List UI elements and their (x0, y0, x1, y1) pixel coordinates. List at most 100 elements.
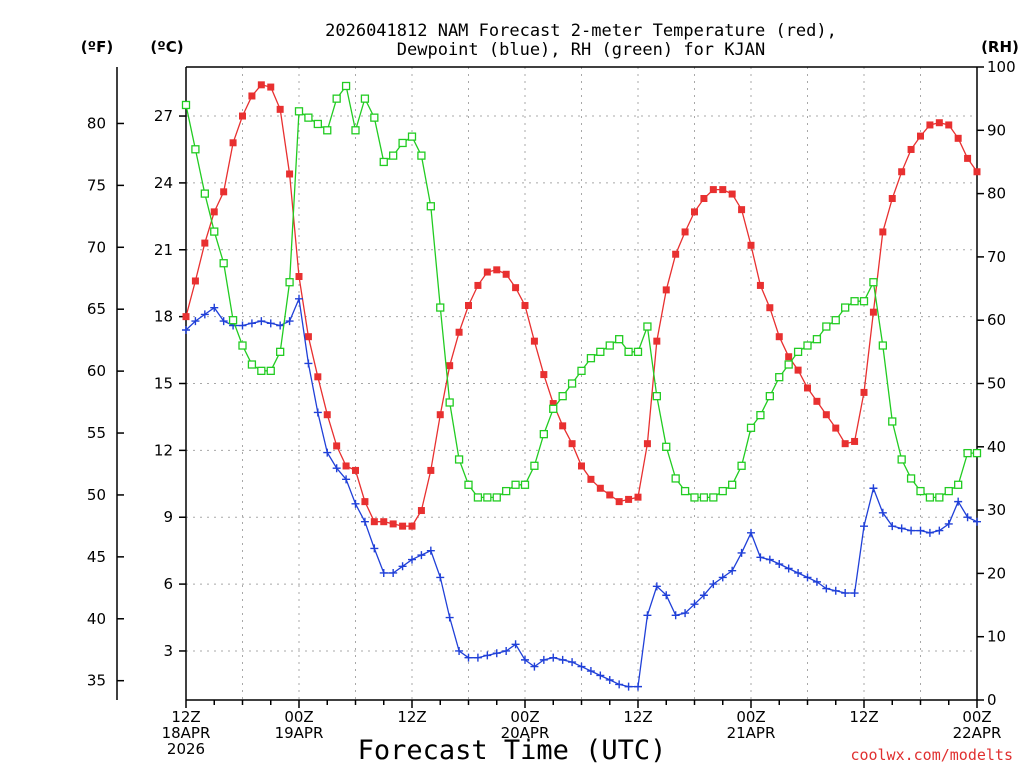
temperature-data-point (643, 440, 651, 448)
dewpoint-data-point (492, 649, 501, 658)
dewpoint-data-point (549, 653, 558, 662)
dewpoint-data-point (643, 611, 652, 620)
dewpoint-data-point (464, 653, 473, 662)
dewpoint-data-point (662, 591, 671, 600)
dewpoint-data-point (681, 609, 690, 618)
dewpoint-data-point (436, 573, 445, 582)
celsius-tick-label: 24 (154, 174, 173, 192)
rh-data-point (200, 189, 209, 198)
rh-data-point (492, 493, 501, 502)
temperature-data-point (804, 384, 811, 392)
dewpoint-data-point (323, 448, 332, 457)
rh-data-point (228, 316, 238, 325)
rh-data-point (323, 126, 332, 135)
dewpoint-data-point (342, 475, 351, 484)
rh-data-point (181, 100, 191, 110)
rh-data-point (756, 410, 765, 420)
rh-data-point (662, 442, 671, 451)
rh-data-point (370, 113, 379, 122)
temperature-data-point (935, 119, 943, 127)
temperature-data-point (389, 520, 397, 528)
rh-tick-label: 10 (987, 628, 1006, 646)
rh-data-point (633, 347, 643, 357)
temperature-data-point (653, 337, 661, 345)
temperature-data-point (681, 228, 689, 236)
x-axis-title: Forecast Time (UTC) (358, 735, 667, 766)
dewpoint-data-point (869, 484, 878, 493)
x-axis-tick-label: 21APR (727, 724, 776, 742)
dewpoint-data-point (765, 555, 774, 564)
rh-data-point (511, 480, 520, 489)
rh-tick-label: 90 (987, 121, 1006, 139)
temperature-data-point (822, 411, 830, 419)
fahrenheit-tick-label: 80 (87, 114, 106, 132)
dewpoint-data-point (963, 513, 972, 522)
temperature-data-point (549, 400, 557, 408)
temperature-data-point (719, 186, 727, 194)
temperature-data-point (559, 422, 567, 430)
fahrenheit-tick-label: 50 (87, 486, 106, 504)
chart-series (181, 81, 982, 691)
temperature-data-point (662, 286, 670, 294)
rh-data-point (916, 486, 925, 496)
dewpoint-data-point (699, 591, 708, 600)
dewpoint-data-point (417, 551, 426, 560)
credit-text: coolwx.com/modelts (850, 746, 1013, 764)
celsius-tick-label: 15 (154, 375, 173, 393)
x-axis-tick-label: 12Z (397, 708, 426, 726)
rh-data-point (210, 227, 219, 236)
dewpoint-data-point (747, 528, 755, 537)
temperature-data-point (304, 333, 312, 341)
temperature-data-point (917, 132, 924, 140)
dewpoint-data-point (831, 586, 840, 595)
rh-data-point (944, 486, 953, 496)
dewpoint-data-point (775, 560, 784, 569)
rh-data-point (294, 107, 304, 116)
temperature-data-point (964, 154, 972, 162)
temperature-data-point (578, 462, 585, 470)
temperature-data-point (333, 442, 341, 450)
rh-data-point (539, 429, 548, 439)
rh-unit-label: (RH) (981, 38, 1019, 56)
rh-data-point (454, 455, 464, 464)
dewpoint-data-point (473, 653, 482, 662)
chart-axes: 3 6 9 12 15 18 21 24 27 35 40 45 50 55 60 65 70 75 80 0 10 20… (87, 58, 1016, 709)
rh-data-point (332, 94, 341, 103)
rh-data-point (803, 341, 812, 350)
rh-tick-label: 30 (987, 501, 1006, 519)
rh-data-point (483, 493, 492, 502)
rh-data-point (615, 335, 624, 344)
temperature-data-point (201, 239, 209, 247)
dewpoint-data-point (671, 611, 680, 620)
temperature-data-point (530, 337, 538, 345)
rh-data-point (473, 493, 483, 502)
temperature-data-point (323, 411, 331, 419)
dewpoint-data-point (907, 526, 916, 535)
rh-data-point (341, 81, 351, 91)
temperature-data-point (907, 145, 915, 153)
temperature-data-point (446, 362, 454, 370)
rh-data-point (426, 202, 435, 211)
temperature-data-point (521, 301, 529, 309)
dewpoint-data-point (728, 566, 737, 575)
rh-data-point (963, 448, 972, 458)
rh-data-point (266, 366, 275, 375)
rh-data-point (831, 316, 840, 325)
dewpoint-data-point (389, 568, 398, 577)
dewpoint-data-point (897, 524, 906, 533)
dewpoint-data-point (973, 517, 981, 526)
x-axis-tick-label: 20APR (501, 724, 550, 742)
chart-title-line-1: 2026041812 NAM Forecast 2-meter Temperat… (325, 21, 837, 41)
rh-data-point (558, 392, 567, 401)
rh-data-point (954, 480, 963, 489)
dewpoint-data-point (445, 613, 454, 622)
temperature-data-point (813, 397, 821, 405)
rh-data-point (671, 474, 680, 483)
dewpoint-data-point (247, 319, 256, 328)
dewpoint-data-point (276, 321, 285, 330)
temperature-data-point (474, 281, 482, 289)
temperature-data-point (427, 466, 435, 474)
temperature-data-point (220, 188, 228, 196)
dewpoint-data-point (709, 580, 718, 589)
